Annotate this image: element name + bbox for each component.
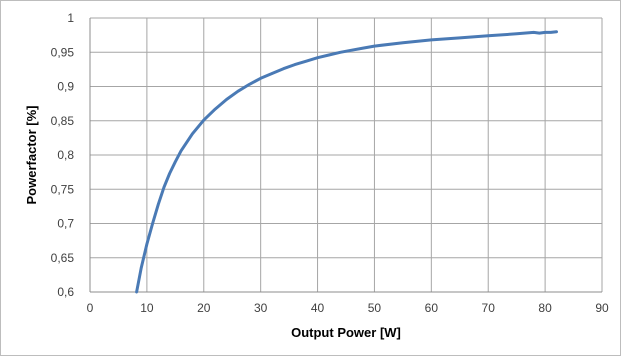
x-tick-label: 20	[197, 301, 211, 315]
y-tick-label: 0,85	[51, 114, 75, 128]
y-tick-label: 0,9	[57, 80, 74, 94]
y-tick-labels: 0,6 0,65 0,7 0,75 0,8 0,85 0,9 0,95 1	[51, 11, 75, 299]
x-tick-label: 30	[254, 301, 268, 315]
y-axis-label: Powerfactor [%]	[24, 106, 39, 205]
y-tick-label: 1	[67, 11, 74, 25]
x-axis-label: Output Power [W]	[291, 325, 401, 340]
plot-series	[135, 30, 558, 294]
x-tick-label: 60	[425, 301, 439, 315]
y-tick-label: 0,75	[51, 182, 75, 196]
x-tick-label: 40	[311, 301, 325, 315]
y-tick-label: 0,8	[57, 148, 74, 162]
x-tick-label: 10	[140, 301, 154, 315]
y-tick-label: 0,6	[57, 285, 74, 299]
x-tick-label: 80	[538, 301, 552, 315]
x-tick-label: 70	[482, 301, 496, 315]
y-tick-label: 0,65	[51, 251, 75, 265]
y-tick-label: 0,7	[57, 217, 74, 231]
x-tick-labels: 0 10 20 30 40 50 60 70 80 90	[87, 301, 609, 315]
x-tick-label: 50	[368, 301, 382, 315]
axes	[89, 18, 602, 293]
x-tick-label: 90	[595, 301, 609, 315]
series-line	[135, 30, 558, 294]
grid	[89, 17, 603, 293]
y-tick-label: 0,95	[51, 45, 75, 59]
x-tick-label: 0	[87, 301, 94, 315]
